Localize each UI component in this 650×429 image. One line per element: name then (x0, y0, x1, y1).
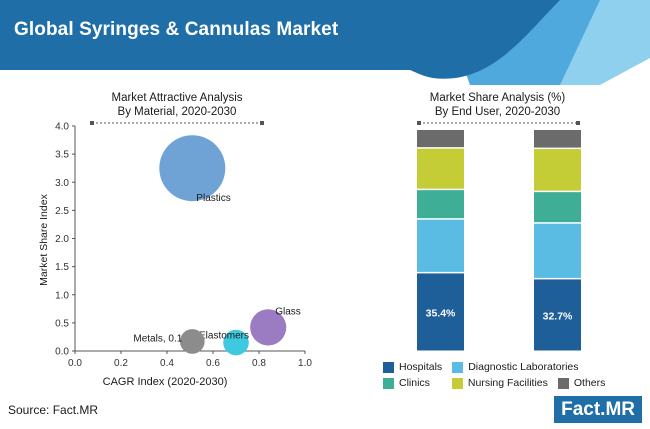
bubble-chart-heading: Market Attractive Analysis By Material, … (82, 91, 272, 119)
bubble-range-marker-start (90, 121, 94, 125)
header-banner: Global Syringes & Cannulas Market (0, 0, 650, 85)
bubble-elastomers (223, 329, 249, 356)
legend-swatch-hospitals (383, 361, 394, 373)
stacked-bar-chart: 35.4% 32.7% (417, 121, 581, 351)
bar-1-segment-others (417, 130, 464, 148)
bar-1-data-label: 35.4% (426, 308, 456, 320)
bar-chart-legend: Hospitals Diagnostic Laboratories Clinic… (383, 359, 643, 391)
source-note: Source: Fact.MR (8, 403, 99, 417)
bubble-x-tick-label: 1.0 (298, 358, 312, 369)
bubble-glass (250, 309, 287, 346)
bubble-label-metals-0-1: Metals, 0.1 (133, 333, 182, 344)
bubble-y-tick-label: 1.0 (55, 290, 69, 301)
legend-label-clinics: Clinics (399, 377, 430, 389)
legend-label-hospitals: Hospitals (399, 361, 443, 373)
bubble-y-tick-label: 3.0 (55, 178, 69, 189)
banner-graphic (0, 0, 650, 85)
bubble-label-plastics: Plastics (196, 193, 230, 204)
legend-swatch-others (557, 377, 569, 389)
legend-label-others: Others (573, 377, 606, 389)
legend-item-hospitals: Hospitals (383, 361, 442, 373)
bubble-label-elastomers: Elastomers (199, 331, 249, 342)
bubble-x-tick-label: 0.6 (206, 358, 220, 369)
bar-2-segment-diagnostic-laboratories (534, 223, 581, 278)
legend-swatch-diagnostic-laboratories (452, 361, 464, 373)
legend-item-diagnostic-laboratories: Diagnostic Laboratories (452, 361, 579, 373)
bar-chart-title: Market Share Analysis (%) (429, 92, 566, 104)
bubble-x-tick-label: 0.0 (68, 358, 82, 369)
bubble-chart-points: Plastics Glass Elastomers Metals, 0.1 (133, 135, 301, 356)
bubble-range-marker-end (260, 121, 264, 125)
bubble-chart-title: Market Attractive Analysis (111, 92, 243, 104)
bar-chart-subtitle: By End User, 2020-2030 (434, 106, 561, 118)
banner-main-shape (0, 0, 560, 79)
bubble-metals-0-1 (179, 329, 205, 354)
bar-2-data-label: 32.7% (543, 311, 573, 323)
bar-1-segment-clinics (417, 190, 464, 219)
bar-1-segment-nursing-facilities (417, 148, 464, 189)
bubble-y-tick-label: 0.5 (55, 318, 69, 329)
legend-label-nursing-facilities: Nursing Facilities (467, 377, 548, 389)
bubble-y-tick-label: 4.0 (55, 122, 69, 133)
bubble-y-tick-label: 1.5 (55, 262, 69, 273)
bubble-chart: 0.0 0.5 1.0 1.5 2.0 2.5 3.0 3.5 4.0 0.0 0.2 0.4 0.6 0… (38, 121, 312, 388)
legend-row-2: Clinics Nursing Facilities Others (383, 375, 643, 391)
bar-2-segment-clinics (534, 192, 581, 223)
bubble-label-glass: Glass (275, 306, 301, 317)
bubble-chart-y-axis-label: Market Share Index (38, 193, 50, 285)
legend-row-1: Hospitals Diagnostic Laboratories (383, 359, 643, 375)
bubble-x-tick-label: 0.4 (160, 358, 174, 369)
legend-item-clinics: Clinics (383, 377, 430, 389)
bar-2-segment-nursing-facilities (534, 149, 581, 191)
bar-1-segment-hospitals (417, 273, 464, 351)
bubble-y-tick-label: 2.5 (55, 206, 69, 217)
stacked-bar-chart-bars: 35.4% 32.7% (417, 121, 581, 351)
bar-2-segment-hospitals (534, 279, 581, 351)
bar-2-segment-others (534, 130, 581, 148)
legend-item-nursing-facilities: Nursing Facilities (451, 377, 548, 389)
bubble-y-tick-label: 3.5 (55, 150, 69, 161)
bubble-y-tick-label: 0.0 (55, 347, 69, 358)
bar-range-marker-end (576, 121, 580, 125)
legend-label-diagnostic-laboratories: Diagnostic Laboratories (468, 361, 579, 373)
factmr-logo: Fact.MR (554, 396, 642, 423)
legend-item-others: Others (557, 377, 606, 389)
bubble-chart-axes: 0.0 0.5 1.0 1.5 2.0 2.5 3.0 3.5 4.0 0.0 0.2 0.4 0.6 0… (55, 121, 312, 369)
bubble-x-tick-label: 0.2 (114, 358, 128, 369)
legend-swatch-nursing-facilities (451, 377, 463, 389)
bubble-x-tick-label: 0.8 (252, 358, 266, 369)
bubble-plastics (159, 135, 226, 202)
bubble-chart-x-axis-label: CAGR Index (2020-2030) (103, 376, 228, 388)
legend-swatch-clinics (383, 377, 394, 389)
bar-1-segment-diagnostic-laboratories (417, 219, 464, 272)
bubble-chart-subtitle: By Material, 2020-2030 (117, 106, 237, 118)
bar-chart-heading: Market Share Analysis (%) By End User, 2… (400, 91, 595, 119)
bubble-y-tick-label: 2.0 (55, 234, 69, 245)
bar-range-marker-start (417, 121, 421, 125)
page-title: Global Syringes & Cannulas Market (14, 19, 339, 40)
